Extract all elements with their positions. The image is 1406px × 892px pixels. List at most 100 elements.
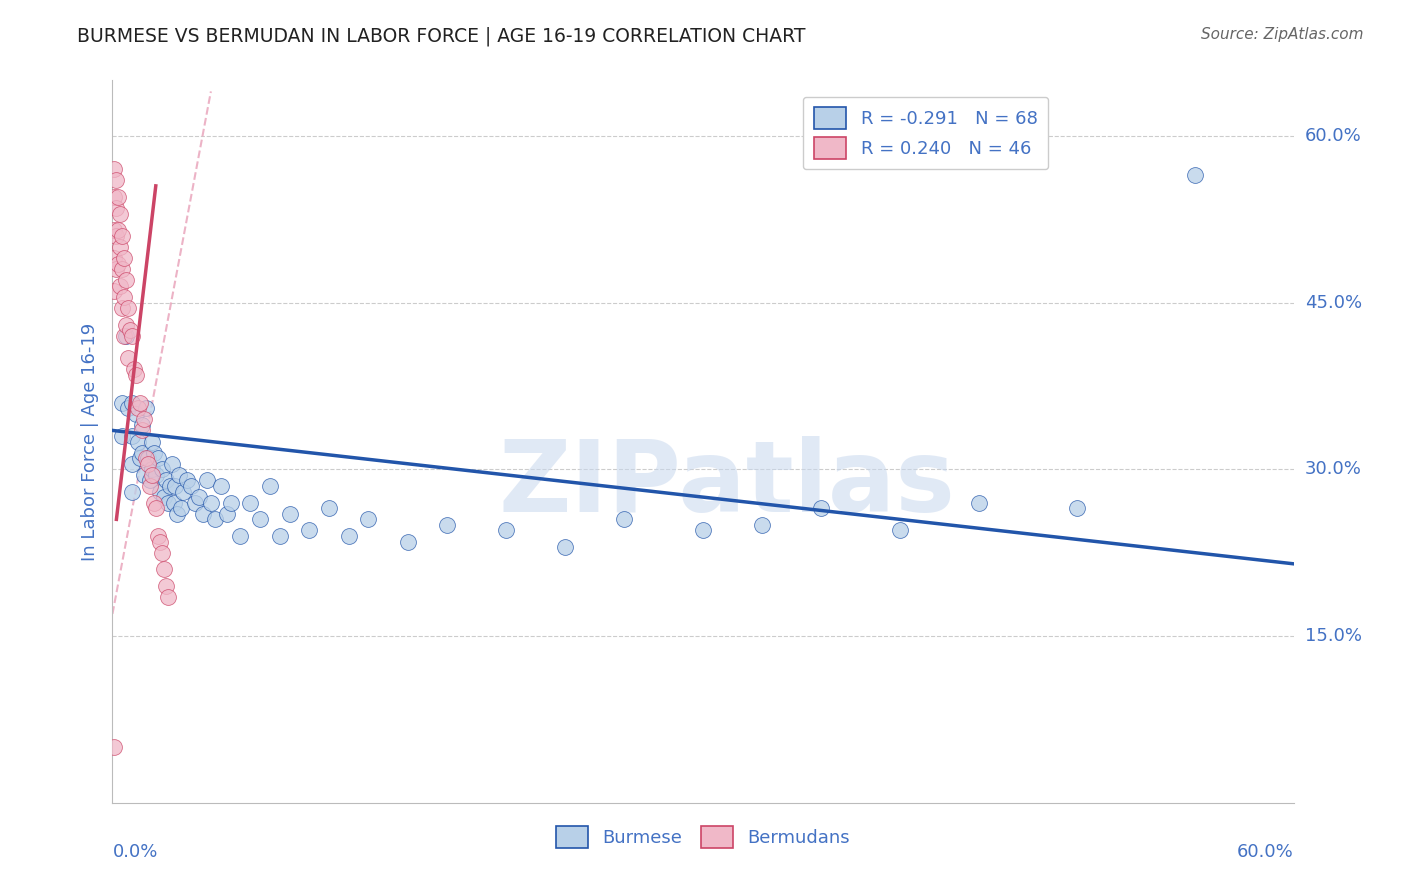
Point [188,490,211,504]
Point [172,484,194,499]
Point [318,501,340,516]
Point [180,479,202,493]
Point [139,479,162,493]
Text: Source: ZipAtlas.com: Source: ZipAtlas.com [1201,27,1364,42]
Text: 60.0%: 60.0% [1305,127,1361,145]
Point [166,507,188,521]
Point [155,579,177,593]
Point [131,445,153,459]
Point [200,496,222,510]
Point [117,351,139,366]
Point [121,457,143,471]
Point [132,467,155,482]
Point [165,479,187,493]
Point [110,279,132,293]
Point [141,462,163,476]
Point [111,395,134,409]
Point [111,429,134,443]
Point [184,496,207,510]
Point [125,368,148,382]
Point [249,512,271,526]
Legend: Burmese, Bermudans: Burmese, Bermudans [548,819,858,855]
Point [613,512,636,526]
Point [259,479,281,493]
Point [692,524,714,538]
Point [103,740,125,755]
Point [105,173,128,187]
Point [107,223,129,237]
Point [298,524,321,538]
Point [105,228,128,243]
Point [278,507,301,521]
Point [115,273,138,287]
Point [112,329,135,343]
Point [191,507,214,521]
Point [117,401,139,416]
Point [131,424,153,438]
Point [159,479,181,493]
Text: 15.0%: 15.0% [1305,627,1361,645]
Point [155,474,177,488]
Point [269,529,291,543]
Point [162,496,184,510]
Point [110,240,132,254]
Point [149,484,172,499]
Point [495,524,517,538]
Point [105,262,128,277]
Point [110,207,132,221]
Text: 45.0%: 45.0% [1305,293,1362,311]
Point [156,590,179,604]
Point [436,517,458,532]
Point [145,501,167,516]
Point [169,467,191,482]
Point [107,257,129,271]
Point [170,501,193,516]
Point [121,329,143,343]
Point [967,496,990,510]
Point [195,474,218,488]
Point [215,507,238,521]
Point [146,529,169,543]
Text: 30.0%: 30.0% [1305,460,1361,478]
Point [107,190,129,204]
Point [229,529,252,543]
Text: 60.0%: 60.0% [1237,843,1294,861]
Point [111,228,134,243]
Point [120,323,142,337]
Point [156,496,179,510]
Point [146,451,169,466]
Point [141,434,163,449]
Point [152,490,174,504]
Point [150,546,173,560]
Point [204,512,226,526]
Text: 0.0%: 0.0% [112,843,157,861]
Point [112,290,135,304]
Text: BURMESE VS BERMUDAN IN LABOR FORCE | AGE 16-19 CORRELATION CHART: BURMESE VS BERMUDAN IN LABOR FORCE | AGE… [77,27,806,46]
Point [136,457,159,471]
Point [239,496,262,510]
Point [160,457,183,471]
Point [103,251,125,265]
Point [121,395,143,409]
Point [810,501,832,516]
Point [145,467,167,482]
Point [129,451,152,466]
Point [219,496,242,510]
Point [357,512,380,526]
Point [149,534,172,549]
Point [152,562,174,576]
Text: ZIPatlas: ZIPatlas [498,436,955,533]
Point [141,467,163,482]
Point [111,262,134,277]
Point [127,401,149,416]
Point [889,524,911,538]
Point [132,412,155,426]
Point [129,395,152,409]
Point [103,223,125,237]
Point [127,434,149,449]
Point [103,285,125,299]
Point [117,301,139,315]
Point [125,407,148,421]
Point [1066,501,1088,516]
Point [751,517,773,532]
